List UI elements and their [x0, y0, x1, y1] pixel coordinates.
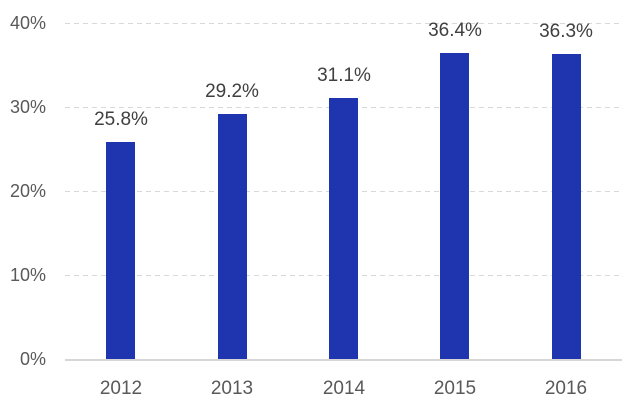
x-tick-label: 2013 — [210, 378, 254, 399]
bar-2015 — [440, 53, 469, 359]
bar-2016 — [552, 54, 581, 359]
bar-value-label: 29.2% — [205, 81, 259, 102]
y-tick-label: 40% — [9, 13, 46, 33]
x-tick-label: 2014 — [322, 378, 366, 399]
bar-2014 — [329, 98, 358, 359]
y-tick-label: 0% — [19, 349, 46, 369]
y-tick-label: 30% — [9, 97, 46, 117]
x-tick-label: 2016 — [544, 378, 588, 399]
y-tick-label: 10% — [9, 265, 46, 285]
bar-value-label: 36.3% — [539, 21, 593, 42]
x-axis-line — [65, 359, 622, 361]
x-tick-label: 2015 — [433, 378, 477, 399]
bar-value-label: 31.1% — [317, 65, 371, 86]
gridline-40 — [65, 23, 622, 24]
x-tick-label: 2012 — [99, 378, 143, 399]
bar-2012 — [106, 142, 135, 359]
y-tick-label: 20% — [9, 181, 46, 201]
bar-value-label: 25.8% — [94, 109, 148, 130]
bar-2013 — [218, 114, 247, 359]
bar-value-label: 36.4% — [428, 20, 482, 41]
